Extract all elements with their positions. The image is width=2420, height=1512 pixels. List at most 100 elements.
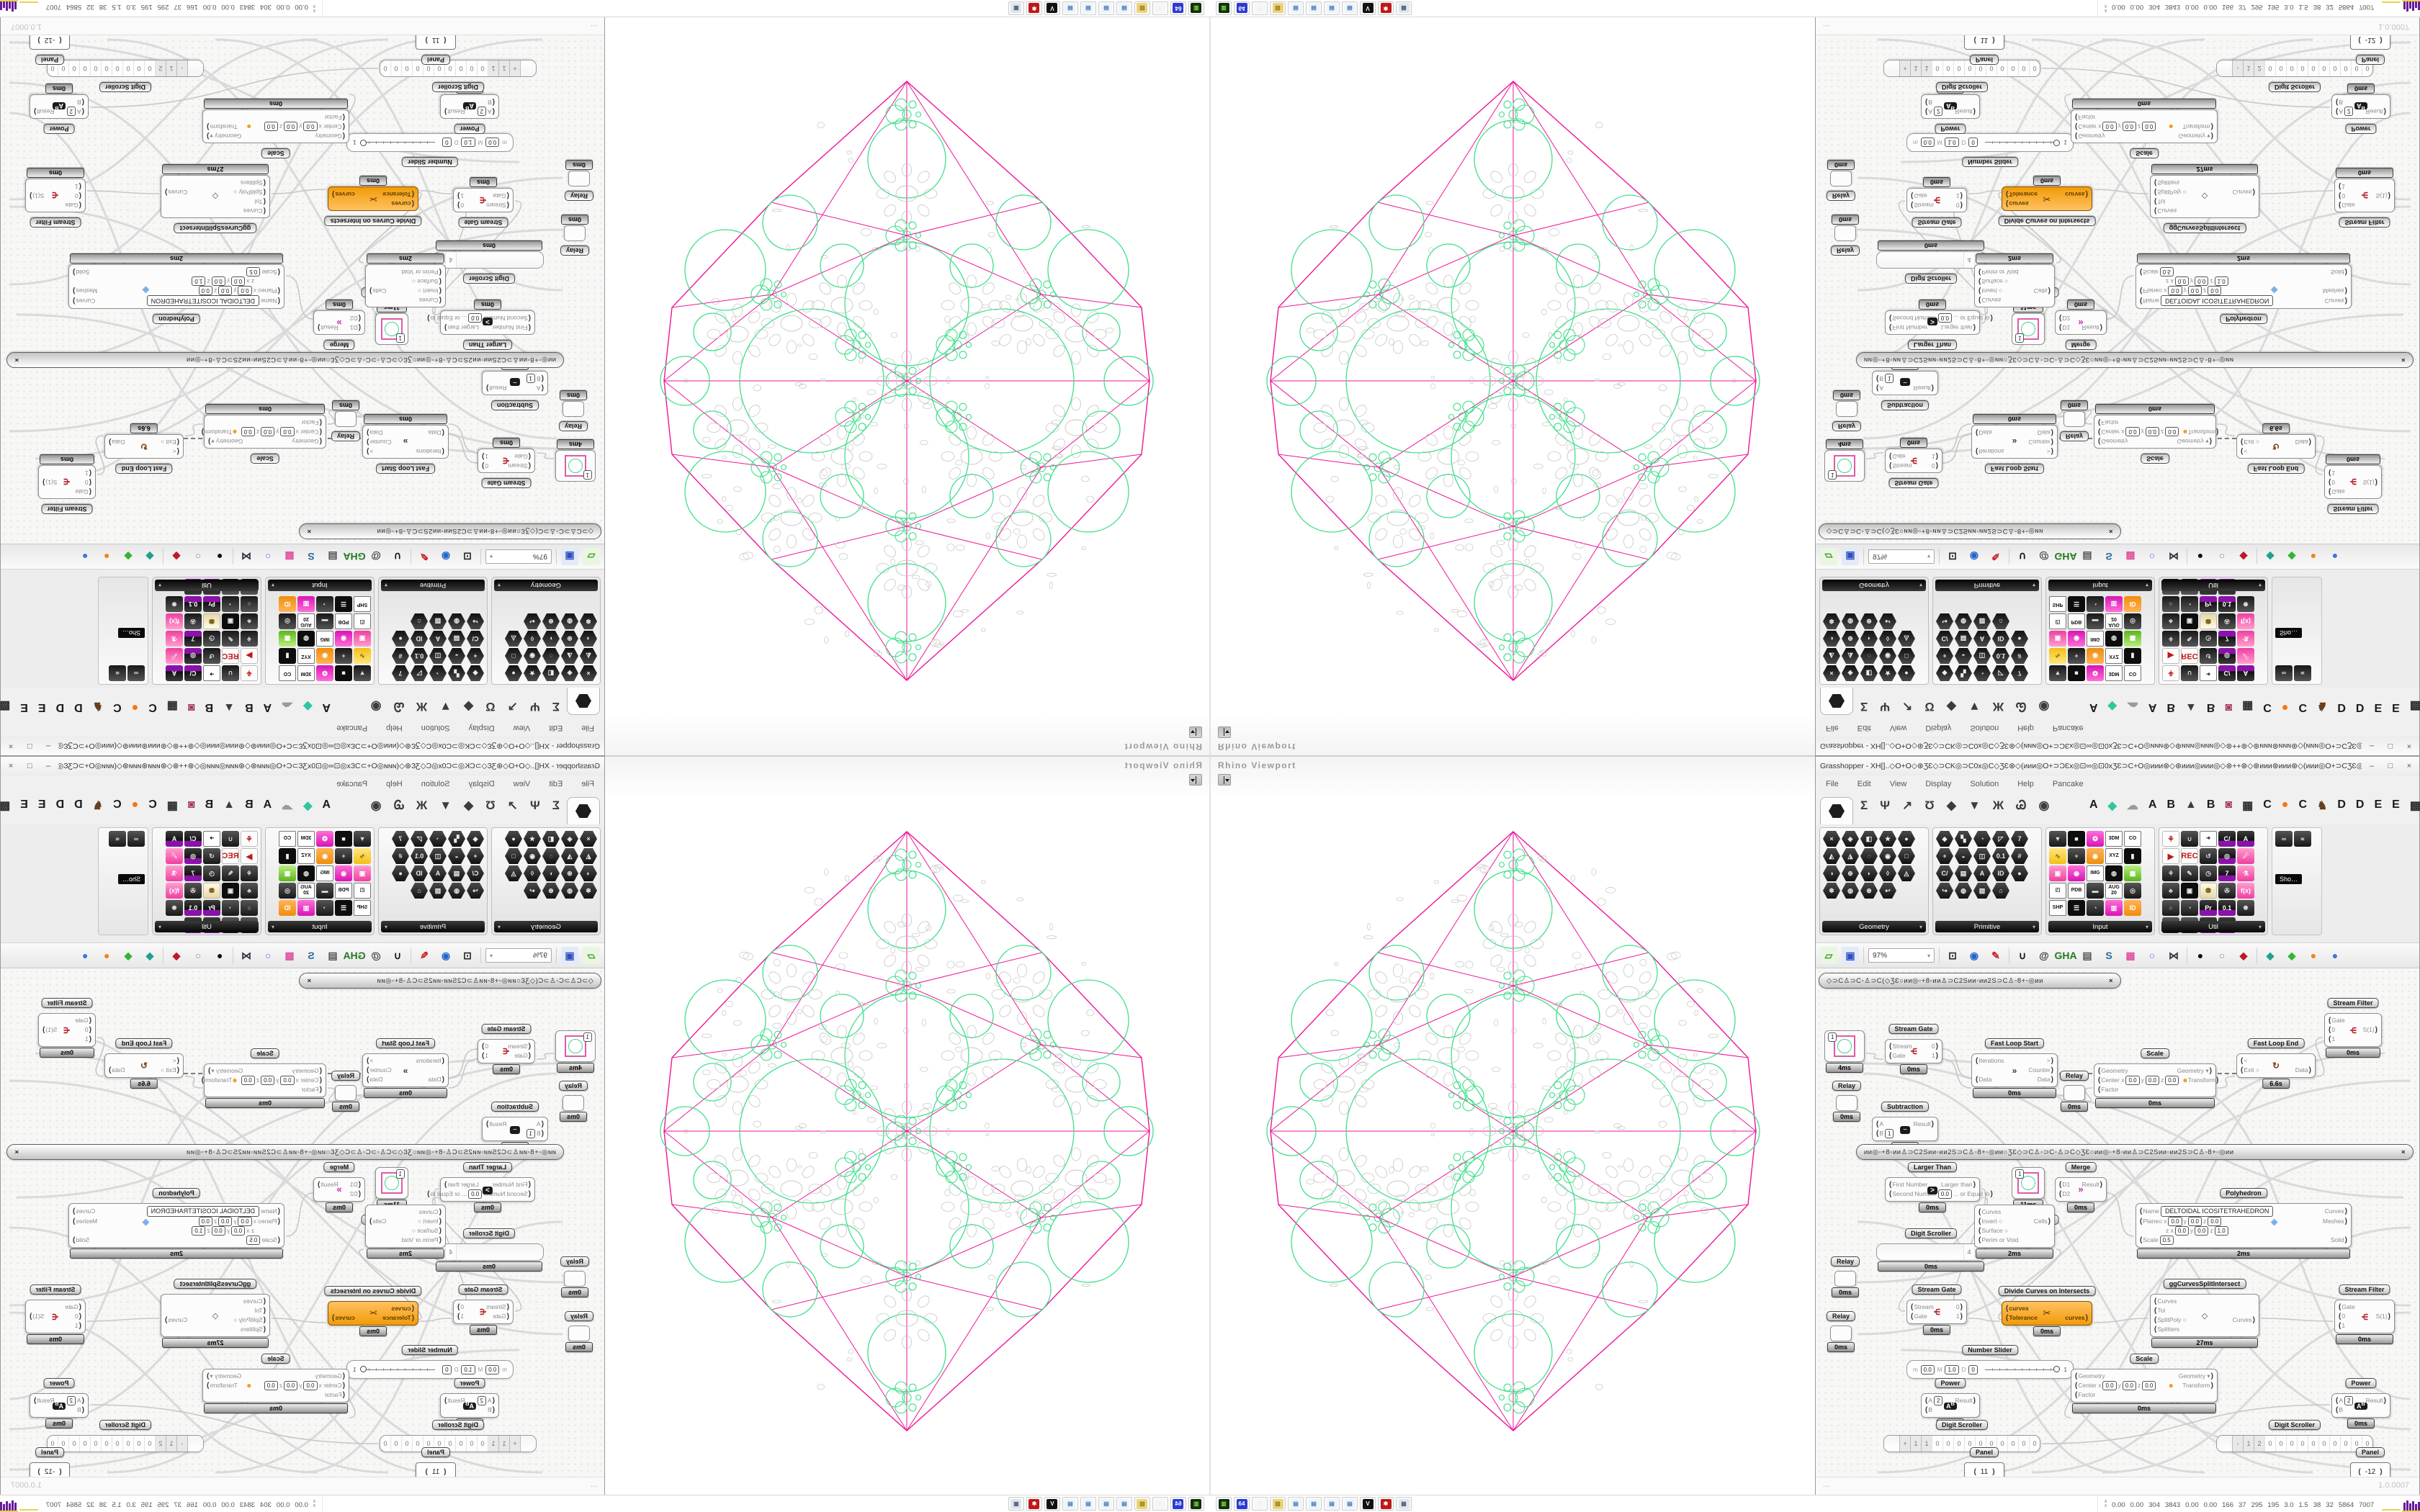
palette-icon[interactable]: ◎ [2124,883,2141,899]
value-chip[interactable]: 1 [1828,470,1837,480]
input-port[interactable]: ( [2006,1314,2009,1322]
palette-icon[interactable]: ▧ [1973,883,1991,899]
palette-icon[interactable]: 7 [2218,865,2236,881]
palette-icon[interactable]: ⊛ [542,883,560,899]
value-chip[interactable]: 0.0 [198,1217,212,1226]
node-body[interactable]: (Stream 0) (Gate 1) Ψ [478,1039,535,1063]
node-input[interactable]: (A [1876,1120,1883,1129]
node-body[interactable]: (Stream 0) (Gate 1) Ψ [1885,1039,1942,1063]
palette-icon[interactable]: ∞ [127,665,145,681]
input-port[interactable]: ( [176,447,179,455]
input-port[interactable]: ( [439,1227,442,1235]
relay-node-body[interactable] [1836,1095,1857,1111]
input-port[interactable]: ( [1889,1181,1892,1189]
blue-poly-icon[interactable]: ● [81,950,89,961]
input-port[interactable]: ( [1889,314,1892,322]
node-input[interactable]: (Scale0.5 [245,1236,280,1245]
input-port[interactable]: ( [439,268,442,276]
node-input[interactable]: (Splitters [2154,1325,2179,1334]
red-gem-icon[interactable]: ◆ [2239,551,2248,563]
zoom-extents-icon[interactable]: ⊡ [463,949,472,961]
palette-icon[interactable]: AUG 20 [297,883,315,899]
slider-knob[interactable] [360,1365,367,1372]
palette-icon[interactable]: ◍ [297,631,315,647]
node-input[interactable]: (< [173,446,179,456]
output-port[interactable]: ) [2375,1026,2378,1034]
palette-icon[interactable]: ◷ [203,631,220,647]
maximize-button[interactable]: □ [2388,742,2393,750]
input-port[interactable]: ( [1978,1227,1981,1235]
polyhedron-name-value[interactable]: DELTOIDAL ICOSITETRAHEDRON [146,1206,259,1217]
tab-icon[interactable]: Σ [552,700,560,714]
palette-icon[interactable]: 0.1 [411,848,428,864]
value-chip[interactable]: 0.0 [211,1226,225,1236]
node-output[interactable]: Result) [1955,1396,1976,1405]
node-output[interactable]: Result) [2366,107,2386,116]
tab-icon[interactable]: ◆ [1946,798,1956,812]
node-nameplate[interactable]: Merge [2065,340,2097,350]
value-chip[interactable]: 0.0 [2102,122,2117,131]
node-input[interactable]: (B [2336,97,2343,107]
output-port[interactable]: ) [1935,1052,1938,1060]
plugin-tab[interactable]: ◆ [2107,700,2117,712]
digit-cell[interactable]: 0 [402,1436,413,1452]
node-nameplate[interactable]: Merge [323,340,355,350]
node-output[interactable]: 0) [1956,1302,1963,1312]
node-nameplate[interactable]: Merge [2065,1162,2097,1172]
node-output[interactable]: curves) [332,189,355,199]
value-chip[interactable]: 2 [2344,107,2354,116]
value-chip[interactable]: 0.0 [2145,1076,2159,1085]
input-port[interactable]: ( [1889,323,1892,331]
input-port[interactable]: ( [1911,1313,1914,1320]
menu-item-pancake[interactable]: Pancake [336,780,368,788]
palette-icon[interactable]: ◬ [505,631,522,647]
input-port[interactable]: ( [2098,1086,2101,1094]
palette-icon[interactable]: # [392,648,409,664]
palette-icon[interactable]: ▦ [2124,631,2141,647]
tray-button[interactable]: ○ [1252,1497,1268,1511]
palette-icon[interactable]: ◷ [2200,865,2217,881]
node-nameplate[interactable]: Power [454,1378,485,1388]
palette-icon[interactable]: ○ [241,596,258,612]
node-input[interactable]: (Invert ○ [418,1217,442,1226]
output-port[interactable]: ) [2209,437,2212,445]
palette-icon[interactable]: 0.1 [1992,848,2009,864]
close-icon[interactable]: × [307,976,312,985]
node-output[interactable]: Geometry ▾) [2177,1066,2212,1076]
digit-cell[interactable]: 4 [446,252,457,268]
input-port[interactable]: ( [2339,1313,2341,1320]
palette-icon[interactable]: 0.1 [184,900,202,916]
value-chip[interactable]: 0.0 [2208,1217,2222,1226]
input-port[interactable]: ( [2336,1397,2339,1405]
node-output[interactable]: Curves) [165,187,187,197]
node-input[interactable]: (Perim or Void [1978,267,2018,276]
node-output[interactable]: 0) [1932,461,1938,470]
tray-button[interactable]: ▨ [1270,1,1286,15]
gh-canvas[interactable]: ◇⊃C♙⊃C◦♙⊃C(◇ƷƐ○ии◎◦+8◦ии♙⊃C2Sии◦ии2S⊃C♙◦… [1816,968,2419,1477]
node-input[interactable]: (Perim or Void [1978,1236,2018,1245]
palette-icon[interactable]: ⌂ [1992,883,2009,899]
group-banner[interactable]: ии◎◦+8◦ии♙⊃C2Sии◦ии2S⊃C♙◦8+◦◎ии○ƷƐ◇⊃C♙◦⊃… [6,1144,564,1160]
palette-icon[interactable]: ☄ [2237,648,2254,664]
search-icon[interactable]: S [308,551,315,562]
menu-item-help[interactable]: Help [386,780,403,788]
output-port[interactable]: ) [1960,1303,1963,1311]
node-nameplate[interactable]: Divide Curves on Intersects [1998,1286,2096,1296]
gh-node[interactable]: Digit Scroller +1 1 0 0 0 0 0 0 0 0 0 0 [1883,60,2040,92]
palette-icon[interactable]: C/ [1936,865,1953,881]
palette-icon[interactable]: ◸ [1992,831,2009,847]
node-nameplate[interactable]: ggCurvesSplitIntersect [2163,223,2246,233]
node-body[interactable]: (curves (Tolerance curves) ✂ [328,1301,418,1326]
tray-button[interactable]: ▦ [1396,1497,1412,1511]
palette-icon[interactable]: ▦ [279,631,296,647]
node-input[interactable]: (Stream [486,1302,509,1312]
maximize-button[interactable]: □ [2388,762,2393,770]
node-nameplate[interactable]: Number Slider [1962,157,2018,167]
value-chip[interactable]: 0.0 [264,1381,278,1390]
tab-icon[interactable]: Ꮚ [393,700,404,714]
gh-node[interactable]: Number Slider m 0.0 M 1.0 D 0 1 [346,1345,514,1379]
